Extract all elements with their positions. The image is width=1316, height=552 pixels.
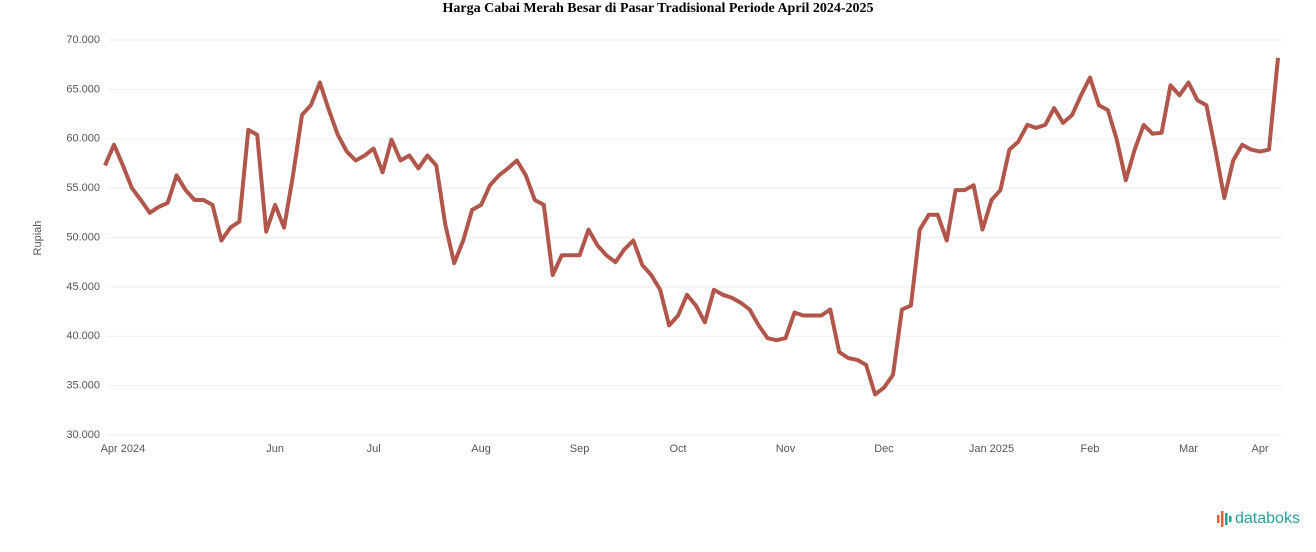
y-tick-label: 45.000 (66, 281, 100, 293)
data-line (103, 57, 1280, 397)
logo-icon (1225, 513, 1228, 525)
y-tick-label: 35.000 (66, 380, 100, 392)
y-axis-label: Rupiah (32, 221, 44, 256)
x-tick-label: Oct (670, 443, 687, 455)
y-tick-label: 65.000 (66, 83, 100, 95)
x-tick-label: Jun (266, 443, 284, 455)
chart-title: Harga Cabai Merah Besar di Pasar Tradisi… (442, 1, 873, 16)
y-tick-label: 60.000 (66, 133, 100, 145)
y-tick-label: 30.000 (66, 429, 100, 441)
x-tick-label: Jan 2025 (969, 443, 1014, 455)
x-tick-label: Apr 2024 (101, 443, 146, 455)
x-tick-label: Aug (471, 443, 491, 455)
y-tick-label: 70.000 (66, 34, 100, 46)
x-tick-label: Nov (776, 443, 796, 455)
brand-logo: databoks (1217, 510, 1300, 527)
x-tick-label: Sep (570, 443, 590, 455)
brand-name: databoks (1235, 510, 1300, 527)
x-tick-label: Jul (367, 443, 381, 455)
y-tick-label: 55.000 (66, 182, 100, 194)
logo-icon (1221, 511, 1224, 527)
y-tick-label: 40.000 (66, 330, 100, 342)
x-tick-label: Mar (1179, 443, 1198, 455)
x-tick-label: Feb (1080, 443, 1099, 455)
logo-icon (1217, 515, 1220, 523)
y-tick-label: 50.000 (66, 231, 100, 243)
x-tick-label: Apr (1252, 443, 1269, 455)
logo-icon (1229, 516, 1232, 522)
x-tick-label: Dec (874, 443, 894, 455)
